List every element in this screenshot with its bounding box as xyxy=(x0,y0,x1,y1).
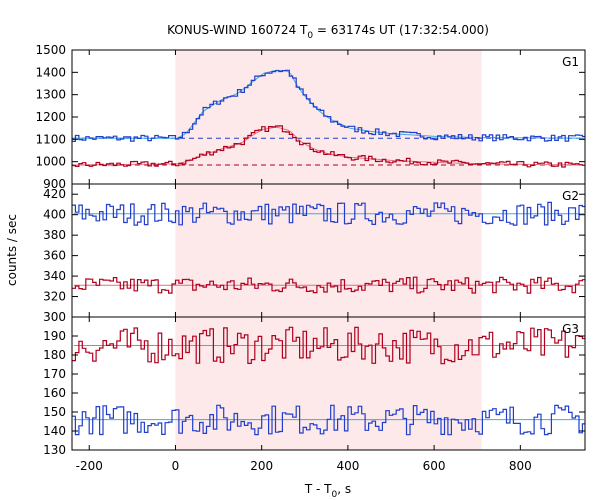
x-tick-label: 0 xyxy=(172,459,180,473)
y-tick-label: 160 xyxy=(43,386,66,400)
y-tick-label: 900 xyxy=(43,177,66,191)
y-tick-label: 1300 xyxy=(35,88,66,102)
y-tick-label: 380 xyxy=(43,228,66,242)
x-tick-label: 800 xyxy=(509,459,532,473)
y-tick-label: 1500 xyxy=(35,43,66,57)
series-G3-red xyxy=(72,326,585,365)
highlight-interval xyxy=(175,50,482,450)
x-tick-label: 400 xyxy=(336,459,359,473)
y-tick-label: 170 xyxy=(43,367,66,381)
y-tick-label: 190 xyxy=(43,329,66,343)
y-tick-label: 1100 xyxy=(35,132,66,146)
series-G1-blue xyxy=(72,69,585,142)
y-tick-label: 340 xyxy=(43,269,66,283)
x-axis-label: T - T0, s xyxy=(304,482,351,500)
y-tick-label: 420 xyxy=(43,187,66,201)
y-tick-label: 360 xyxy=(43,249,66,263)
y-tick-label: 400 xyxy=(43,208,66,222)
y-tick-label: 1200 xyxy=(35,110,66,124)
y-tick-label: 150 xyxy=(43,405,66,419)
x-tick-label: 200 xyxy=(250,459,273,473)
panel-frame xyxy=(71,316,586,451)
y-tick-label: 300 xyxy=(43,310,66,324)
chart-title: KONUS-WIND 160724 T0 = 63174s UT (17:32:… xyxy=(167,23,489,41)
panel-label: G1 xyxy=(562,55,579,69)
panel-label: G2 xyxy=(562,189,579,203)
y-tick-label: 1000 xyxy=(35,155,66,169)
y-axis-label: counts / sec xyxy=(5,214,19,286)
y-tick-label: 320 xyxy=(43,290,66,304)
y-tick-label: 1400 xyxy=(35,65,66,79)
x-tick-label: 600 xyxy=(423,459,446,473)
panel-label: G3 xyxy=(562,322,579,336)
y-tick-label: 140 xyxy=(43,424,66,438)
y-tick-label: 130 xyxy=(43,443,66,457)
x-tick-label: -200 xyxy=(76,459,103,473)
y-tick-label: 180 xyxy=(43,348,66,362)
series-G1-red xyxy=(72,125,585,168)
series-G3-blue xyxy=(72,404,585,436)
series-G2-red xyxy=(72,276,585,294)
series-G2-blue xyxy=(72,201,585,226)
